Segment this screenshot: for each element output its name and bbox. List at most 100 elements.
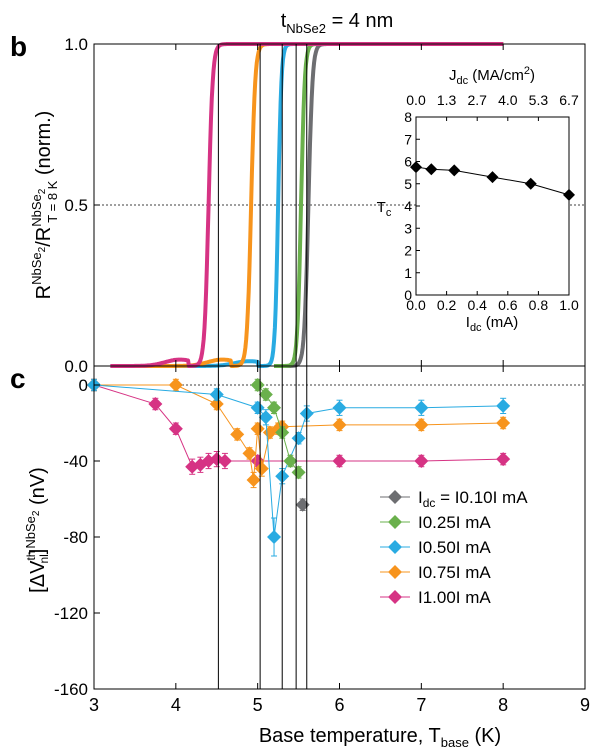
panel-b-y-ticks: 0.0 0.5 1.0 xyxy=(64,35,586,376)
inset-tc-point xyxy=(410,161,422,174)
inset-y-tick-label: 5 xyxy=(404,176,412,192)
legend-item-2: I0.50I mA xyxy=(380,538,491,557)
data-point xyxy=(217,454,232,468)
inset-bottom-tick-label: 0.4 xyxy=(467,297,487,313)
series-0 xyxy=(295,497,310,512)
inset-tc-point xyxy=(448,164,461,177)
inset-top-axis-label: Jdc (MA/cm2) xyxy=(449,65,535,87)
data-point xyxy=(209,397,224,411)
inset-top-tick-label: 0.0 xyxy=(406,92,426,108)
data-point xyxy=(250,421,265,436)
legend-item-4: I1.00I mA xyxy=(380,588,491,607)
panel-b-y-tick-label: 1.0 xyxy=(64,35,88,54)
data-point xyxy=(496,416,511,430)
legend-marker xyxy=(388,590,402,604)
inset-tc-point xyxy=(563,188,575,201)
data-point xyxy=(283,454,298,468)
data-point xyxy=(246,473,261,487)
data-point xyxy=(496,398,511,413)
panel-c-vertical-lines xyxy=(217,366,308,689)
inset-bottom-tick-label: 0.8 xyxy=(529,297,549,313)
inset-top-tick-label: 2.7 xyxy=(467,92,487,108)
panel-c-y-tick-label: -120 xyxy=(54,604,88,623)
inset-tc-series xyxy=(410,161,575,201)
legend-item-3: I0.75I mA xyxy=(380,563,491,582)
legend-label: I0.25I mA xyxy=(418,513,491,532)
legend-marker xyxy=(388,540,402,554)
data-point xyxy=(291,465,306,480)
inset-y-tick-label: 6 xyxy=(404,154,412,170)
panel-c-x-tick-label: 9 xyxy=(580,695,590,715)
data-point xyxy=(332,400,347,415)
inset-y-tick-label: 1 xyxy=(404,265,412,281)
panel-c-legend: Idc = I0.10I mA I0.25I mA I0.50I mA I0.75I … xyxy=(380,488,528,607)
inset-y-tick-label: 7 xyxy=(404,131,412,147)
data-point xyxy=(267,530,282,544)
inset-y-tick-label: 2 xyxy=(404,243,412,259)
legend-label: Idc = I0.10I mA xyxy=(418,488,528,510)
inset-tc-point xyxy=(524,177,537,190)
data-point xyxy=(295,497,310,512)
data-point xyxy=(230,427,245,442)
data-point xyxy=(168,421,183,436)
data-point xyxy=(414,400,429,415)
legend-marker xyxy=(388,490,402,504)
panel-c-y-tick-label: -40 xyxy=(63,452,88,471)
legend-item-0: Idc = I0.10I mA xyxy=(380,488,528,510)
legend-marker xyxy=(388,565,402,579)
panel-b-y-tick-label: 0.0 xyxy=(64,357,88,376)
data-point xyxy=(258,387,273,402)
data-point xyxy=(414,454,429,468)
panel-c-x-axis-label: Base temperature, Tbase (K) xyxy=(259,725,501,750)
legend-item-1: I0.25I mA xyxy=(380,513,491,532)
data-point xyxy=(209,387,224,402)
panel-c-x-tick-label: 3 xyxy=(89,695,99,715)
inset-top-tick-label: 6.7 xyxy=(559,92,579,108)
inset-top-tick-label: 1.3 xyxy=(437,92,457,108)
inset-top-tick-label: 4.0 xyxy=(498,92,518,108)
panel-c-x-tick-label: 6 xyxy=(334,695,344,715)
panel-c-axes: -160 -120 -80 -40 0 3 4 5 6 7 8 9 xyxy=(54,366,590,715)
data-point xyxy=(496,452,511,467)
inset-bottom-tick-label: 1.0 xyxy=(559,297,579,313)
figure-title: tNbSe2 = 4 nm xyxy=(281,10,394,36)
inset-top-tick-label: 5.3 xyxy=(529,92,549,108)
data-point xyxy=(267,400,282,415)
inset-background xyxy=(415,116,570,296)
data-point xyxy=(332,454,347,468)
panel-c-x-tick-label: 5 xyxy=(253,695,263,715)
panel-label-c: c xyxy=(10,363,26,394)
panel-label-b: b xyxy=(10,31,27,62)
data-point xyxy=(148,397,163,411)
panel-c-y-axis-label: [ΔVthnl]NbSe2 (nV) xyxy=(23,467,51,593)
inset-y-tick-label: 0 xyxy=(404,287,412,303)
panel-c-x-tick-label: 8 xyxy=(498,695,508,715)
inset-tc-point xyxy=(425,163,438,176)
inset-bottom-axis-label: Idc (mA) xyxy=(466,314,518,334)
panel-c-y-tick-label: -80 xyxy=(63,528,88,547)
legend-label: I0.50I mA xyxy=(418,538,491,557)
data-point xyxy=(254,461,269,476)
data-point xyxy=(168,378,183,392)
panel-b-y-tick-label: 0.5 xyxy=(64,196,88,215)
data-point xyxy=(250,400,265,415)
data-point xyxy=(414,417,429,432)
inset-y-tick-label: 4 xyxy=(404,198,412,214)
panel-c-x-tick-label: 7 xyxy=(416,695,426,715)
panel-b-y-axis-label: RNbSe2/RNbSe2T = 8 K (norm.) xyxy=(29,111,60,300)
panel-c-x-tick-label: 4 xyxy=(171,695,181,715)
panel-b-vertical-lines xyxy=(217,44,308,366)
data-point xyxy=(332,417,347,432)
data-point xyxy=(250,378,265,392)
inset-bottom-tick-label: 0.6 xyxy=(498,297,518,313)
legend-marker xyxy=(388,515,402,529)
panel-c-y-tick-label: -160 xyxy=(54,680,88,699)
data-point xyxy=(242,446,257,461)
inset-y-tick-label: 8 xyxy=(404,109,412,125)
inset-bottom-tick-label: 0.2 xyxy=(437,297,457,313)
inset-y-tick-label: 3 xyxy=(404,220,412,236)
inset-tc-point xyxy=(486,171,499,184)
